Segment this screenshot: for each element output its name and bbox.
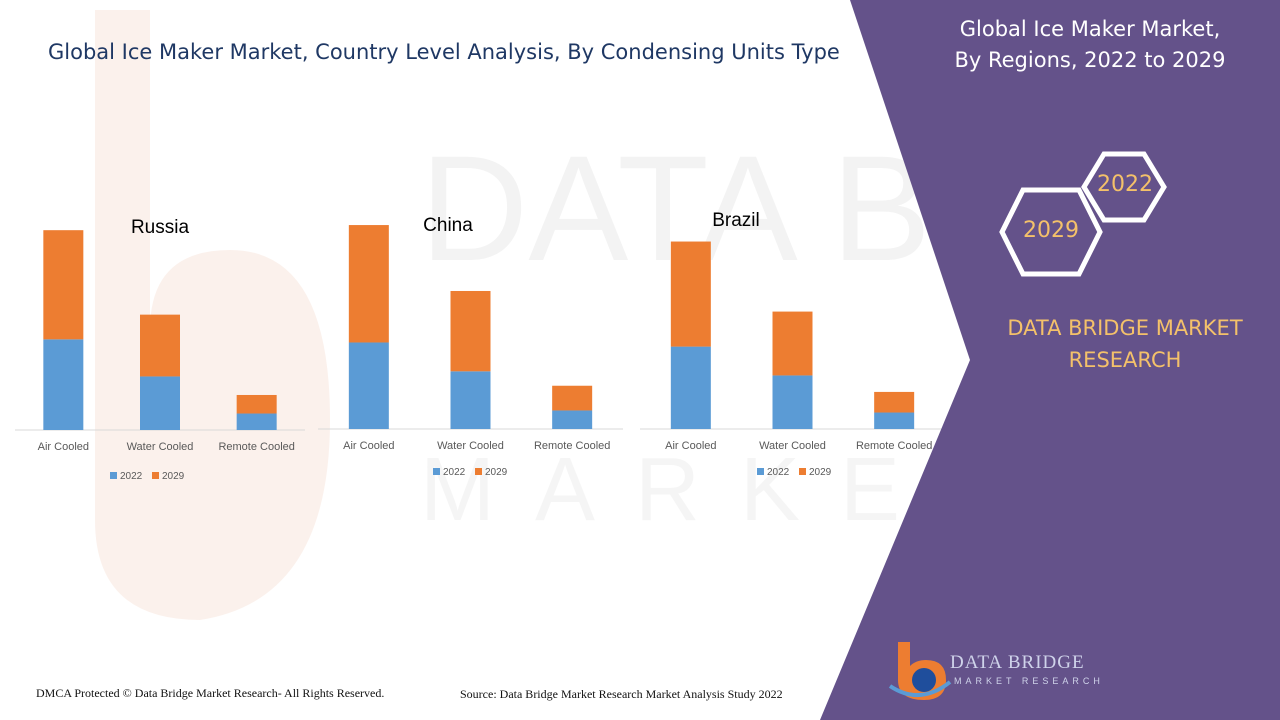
bar-2022-air-cooled [43,339,84,430]
hexagon-2022-shape [1081,151,1167,223]
bar-2029-water-cooled [140,314,180,377]
bar-2029-remote-cooled [236,394,277,414]
bar-2022-water-cooled [772,375,813,429]
brand-line-2: RESEARCH [1068,348,1182,372]
bar-2022-remote-cooled [552,410,593,429]
chart-russia: Russia Air Cooled Water Cooled Remote Coole… [15,217,305,482]
x-tick-label: Air Cooled [665,440,716,452]
chart-brazil: Brazil Air Cooled Water Cooled Remote Coole… [640,210,945,478]
copyright-notice: DMCA Protected © Data Bridge Market Rese… [36,686,385,700]
chart-china: China Air Cooled Water Cooled Remote Cooled… [318,215,623,478]
logo-text-primary: DATA BRIDGE [950,652,1085,673]
x-tick-label: Water Cooled [437,440,504,452]
legend-swatch-2022 [433,468,440,475]
source-note: Source: Data Bridge Market Research Mark… [460,687,783,701]
legend-label-2022: 2022 [120,471,143,482]
brand-name: DATA BRIDGE MARKET RESEARCH [985,312,1265,376]
side-title-line-2: By Regions, 2022 to 2029 [954,48,1226,72]
legend-swatch-2022 [110,472,117,479]
bar-2029-water-cooled [450,290,491,372]
page-title: Global Ice Maker Market, Country Level A… [48,40,840,64]
side-panel-title: Global Ice Maker Market, By Regions, 202… [920,14,1260,76]
legend-label-2022: 2022 [767,467,790,478]
hexagon-2022-label: 2022 [1097,172,1153,197]
legend-label-2022: 2022 [443,467,466,478]
bar-2022-air-cooled [670,346,711,429]
chart-title: Russia [131,217,190,238]
bar-2029-air-cooled [348,225,389,343]
hexagon-2029-label: 2029 [1023,218,1079,243]
chart-title: Brazil [712,210,760,231]
x-tick-label: Water Cooled [127,441,194,453]
x-tick-label: Remote Cooled [218,441,294,453]
legend-label-2029: 2029 [162,471,185,482]
side-title-line-1: Global Ice Maker Market, [959,17,1221,41]
bar-2022-water-cooled [450,371,491,429]
x-tick-label: Water Cooled [759,440,826,452]
x-tick-label: Air Cooled [343,440,394,452]
bar-2022-air-cooled [348,342,389,429]
legend-swatch-2029 [475,468,482,475]
legend-swatch-2029 [152,472,159,479]
logo-text-secondary: MARKET RESEARCH [954,676,1104,686]
company-logo-icon [888,642,952,700]
legend-label-2029: 2029 [809,467,832,478]
x-tick-label: Remote Cooled [856,440,932,452]
bar-2022-remote-cooled [874,412,915,429]
bar-2029-remote-cooled [552,385,593,411]
bar-2029-air-cooled [670,241,711,347]
x-tick-label: Air Cooled [38,441,89,453]
bar-2029-remote-cooled [874,391,915,413]
brand-line-1: DATA BRIDGE MARKET [1007,316,1243,340]
bar-2022-remote-cooled [236,413,277,430]
legend-swatch-2029 [799,468,806,475]
x-tick-label: Remote Cooled [534,440,610,452]
bar-2029-air-cooled [43,230,84,340]
hexagon-2029-shape [999,187,1103,277]
bar-2022-water-cooled [140,376,180,430]
legend-label-2029: 2029 [485,467,508,478]
bar-2029-water-cooled [772,311,813,376]
legend-swatch-2022 [757,468,764,475]
chart-title: China [423,215,473,236]
